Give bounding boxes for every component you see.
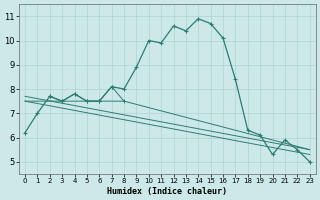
X-axis label: Humidex (Indice chaleur): Humidex (Indice chaleur) [107,187,227,196]
